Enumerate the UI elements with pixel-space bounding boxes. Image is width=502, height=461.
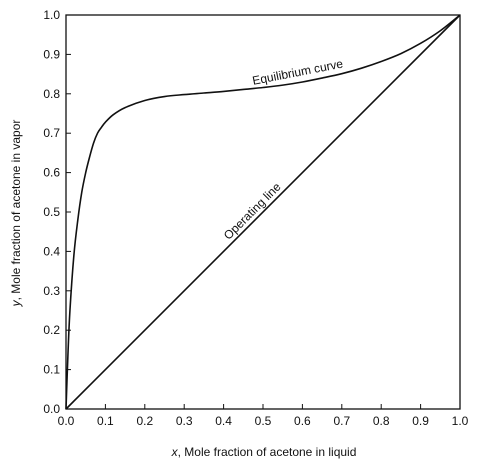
x-tick-label: 0.4	[215, 414, 232, 428]
x-tick-label: 0.9	[412, 414, 429, 428]
y-tick-label: 0.2	[43, 323, 60, 337]
x-tick-label: 0.5	[255, 414, 272, 428]
x-tick-label: 0.6	[294, 414, 311, 428]
y-tick-label: 0.9	[43, 47, 60, 61]
y-tick-label: 0.6	[43, 166, 60, 180]
x-axis-variable: x	[171, 445, 179, 459]
x-tick-label: 0.7	[333, 414, 350, 428]
y-tick-label: 0.0	[43, 402, 60, 416]
x-tick-label: 0.3	[176, 414, 193, 428]
y-axis-variable: y	[9, 299, 23, 307]
equilibrium-curve-line	[65, 14, 461, 410]
y-tick-label: 0.7	[43, 126, 60, 140]
series-lines	[65, 14, 461, 410]
y-tick-label: 1.0	[43, 8, 60, 22]
y-axis-label: , Mole fraction of acetone in vapor	[9, 120, 23, 301]
y-tick-label: 0.1	[43, 363, 60, 377]
operating-line-label: Operating line	[221, 180, 284, 243]
x-tick-label: 1.0	[452, 414, 469, 428]
y-tick-label: 0.8	[43, 87, 60, 101]
x-axis-title: x, Mole fraction of acetone in liquid	[171, 445, 357, 459]
x-tick-label: 0.2	[136, 414, 153, 428]
x-axis-label: , Mole fraction of acetone in liquid	[178, 445, 357, 459]
y-tick-label: 0.4	[43, 244, 60, 258]
x-tick-label: 0.8	[373, 414, 390, 428]
y-tick-label: 0.3	[43, 284, 60, 298]
operating-line-line	[65, 14, 461, 410]
y-tick-label: 0.5	[43, 205, 60, 219]
y-axis-title: y, Mole fraction of acetone in vapor	[9, 120, 23, 308]
y-axis: 0.0 0.1 0.2 0.3 0.4 0.5 0.6 0.7 0.8 0.9 1.0	[43, 8, 71, 416]
x-tick-label: 0.0	[58, 414, 75, 428]
x-axis: 0.0 0.1 0.2 0.3 0.4 0.5 0.6 0.7 0.8 0.9 1.0	[58, 404, 469, 428]
x-tick-label: 0.1	[97, 414, 114, 428]
